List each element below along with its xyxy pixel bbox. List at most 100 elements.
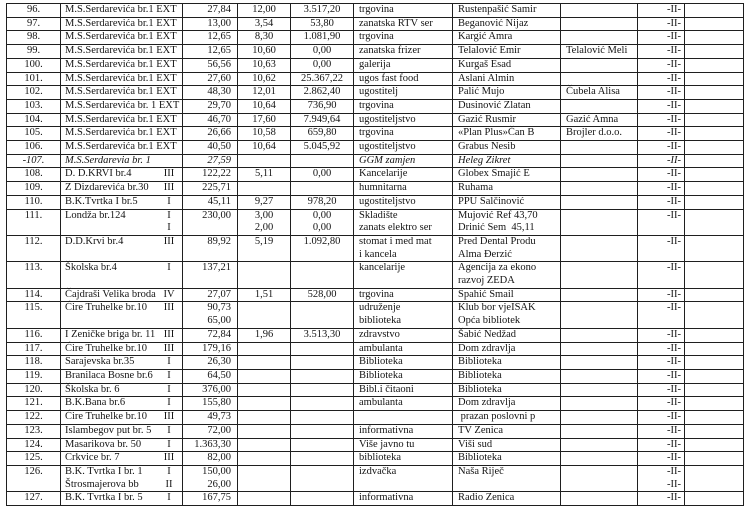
row-number-cell: 104.	[6, 112, 61, 128]
empty-cell	[684, 167, 744, 183]
address-cell: M.S.Serdarevića br.1 EXT	[60, 30, 183, 46]
area-cell: 27,84	[182, 3, 238, 18]
address-cell: D.D.Krvi br.4 III	[60, 234, 183, 263]
ditto-mark-cell: -II-	[637, 437, 685, 453]
activity-cell: Kancelarije	[353, 167, 453, 183]
second-tenant-cell	[560, 167, 638, 183]
row-number-cell: 120.	[6, 382, 61, 398]
empty-cell	[684, 464, 744, 493]
rate-cell: 1,96	[237, 327, 291, 343]
area-cell: 155,80	[182, 396, 238, 412]
amount-cell	[290, 181, 354, 196]
second-tenant-cell: Čubela Alisa	[560, 85, 638, 100]
floor-roman-numeral: I	[167, 222, 171, 234]
table-row: 117. Ćire Truhelke br.10 III 179,16 ambul…	[6, 341, 744, 357]
second-tenant-cell: Brojler d.o.o.	[560, 126, 638, 142]
row-number-cell: 122.	[6, 410, 61, 425]
floor-roman-numeral: III	[163, 302, 175, 314]
row-number-cell: 121.	[6, 396, 61, 412]
ditto-mark-cell: -II-	[637, 410, 685, 425]
address-text: B.K.Tvrtka I br.5	[65, 195, 138, 207]
amount-cell	[290, 423, 354, 439]
area-cell: 26,30	[182, 355, 238, 370]
row-number-cell: 119.	[6, 368, 61, 384]
area-cell: 27,60	[182, 71, 238, 87]
area-cell: 56,56	[182, 57, 238, 73]
amount-cell: 0,00	[290, 57, 354, 73]
ditto-mark-cell: -II-	[637, 57, 685, 73]
row-number-cell: 96.	[6, 3, 61, 18]
address-cell: D. D.KRVI br.4 III	[60, 167, 183, 183]
second-tenant-cell	[560, 287, 638, 303]
address-cell: M.S.Serdarevića br. 1 EXT	[60, 98, 183, 114]
activity-cell: udruženje biblioteka	[353, 301, 453, 329]
amount-cell	[290, 451, 354, 466]
ditto-mark-cell: -II-	[637, 3, 685, 18]
address-cell: M.S.Serdarevića br.1 EXT	[60, 44, 183, 59]
ditto-mark-cell: -II-	[637, 327, 685, 343]
address-text: M.S.Serdarevića br.1 EXT	[65, 141, 177, 153]
activity-cell	[353, 410, 453, 425]
row-number-cell: 113.	[6, 261, 61, 289]
floor-roman-numeral: II	[165, 478, 173, 490]
second-tenant-cell	[560, 208, 638, 236]
rate-cell: 1,51	[237, 287, 291, 303]
amount-cell: 53,80	[290, 16, 354, 32]
row-number-cell: 125.	[6, 451, 61, 466]
second-tenant-cell	[560, 98, 638, 114]
floor-roman-numeral: III	[163, 235, 175, 247]
amount-cell	[290, 464, 354, 493]
rate-cell	[237, 491, 291, 507]
address-cell: M.S.Serdarevića br.1 EXT	[60, 3, 183, 18]
amount-cell: 978,20	[290, 194, 354, 210]
tenant-cell: prazan poslovni p	[452, 410, 561, 425]
table-row: 106. M.S.Serdarevića br.1 EXT 40,50 10,6…	[6, 140, 744, 155]
floor-roman-numeral: III	[163, 452, 175, 464]
area-cell: 26,66	[182, 126, 238, 142]
activity-cell: ambulanta	[353, 341, 453, 357]
tenant-cell: Aslani Almin	[452, 71, 561, 87]
table-row: 127. B.K. Tvrtka I br. 5 I 167,75 informa…	[6, 491, 744, 507]
area-cell: 48,30	[182, 85, 238, 100]
address-text: Čajdraši Velika broda	[65, 288, 156, 300]
ditto-mark-cell: -II-	[637, 167, 685, 183]
empty-cell	[684, 208, 744, 236]
empty-cell	[684, 327, 744, 343]
tenant-cell: PPU Salčinović	[452, 194, 561, 210]
table-row: 115. Ćire Truhelke br.10 III 90,73 65,00 u…	[6, 301, 744, 329]
row-number-cell: 114.	[6, 287, 61, 303]
row-number-cell: 98.	[6, 30, 61, 46]
rate-cell: 10,63	[237, 57, 291, 73]
empty-cell	[684, 368, 744, 384]
rate-cell	[237, 301, 291, 329]
address-cell: Ćire Truhelke br.10 III	[60, 341, 183, 357]
ditto-mark-cell: -II-	[637, 287, 685, 303]
floor-roman-numeral: III	[163, 411, 175, 423]
empty-cell	[684, 57, 744, 73]
empty-cell	[684, 140, 744, 155]
table-row: 111. Londža br.124 I I 230,00 3,00 2,00 0,…	[6, 208, 744, 236]
amount-cell: 1.092,80	[290, 234, 354, 263]
amount-cell: 0,00	[290, 167, 354, 183]
rate-cell: 10,62	[237, 71, 291, 87]
empty-cell	[684, 341, 744, 357]
second-tenant-cell	[560, 396, 638, 412]
table-row: 104. M.S.Serdarevića br.1 EXT 46,70 17,6…	[6, 112, 744, 128]
activity-cell: ambulanta	[353, 396, 453, 412]
area-cell: 1.363,30	[182, 437, 238, 453]
amount-cell	[290, 301, 354, 329]
row-number-cell: 111.	[6, 208, 61, 236]
area-cell: 82,00	[182, 451, 238, 466]
rate-cell: 12,00	[237, 3, 291, 18]
activity-cell: Bibl.i čitaoni	[353, 382, 453, 398]
second-tenant-cell	[560, 194, 638, 210]
table-row: 102. M.S.Serdarevića br.1 EXT 48,30 12,0…	[6, 85, 744, 100]
ditto-mark-cell: -II-	[637, 44, 685, 59]
rate-cell	[237, 355, 291, 370]
area-cell: 137,21	[182, 261, 238, 289]
rate-cell: 12,01	[237, 85, 291, 100]
records-table-body: 96. M.S.Serdarevića br.1 EXT 27,84 12,00…	[6, 3, 744, 507]
address-text: Štrosmajerova bb	[65, 478, 139, 490]
table-row: 116. I Zeničke briga br. 11 III 72,84 1,9…	[6, 327, 744, 343]
